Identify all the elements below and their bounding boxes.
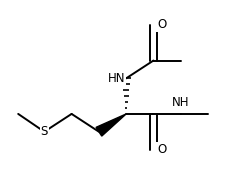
Text: O: O — [157, 18, 166, 32]
Text: HN: HN — [108, 72, 126, 85]
Text: S: S — [40, 125, 48, 138]
Text: NH: NH — [172, 96, 190, 109]
Polygon shape — [96, 114, 126, 136]
Text: O: O — [157, 143, 166, 156]
